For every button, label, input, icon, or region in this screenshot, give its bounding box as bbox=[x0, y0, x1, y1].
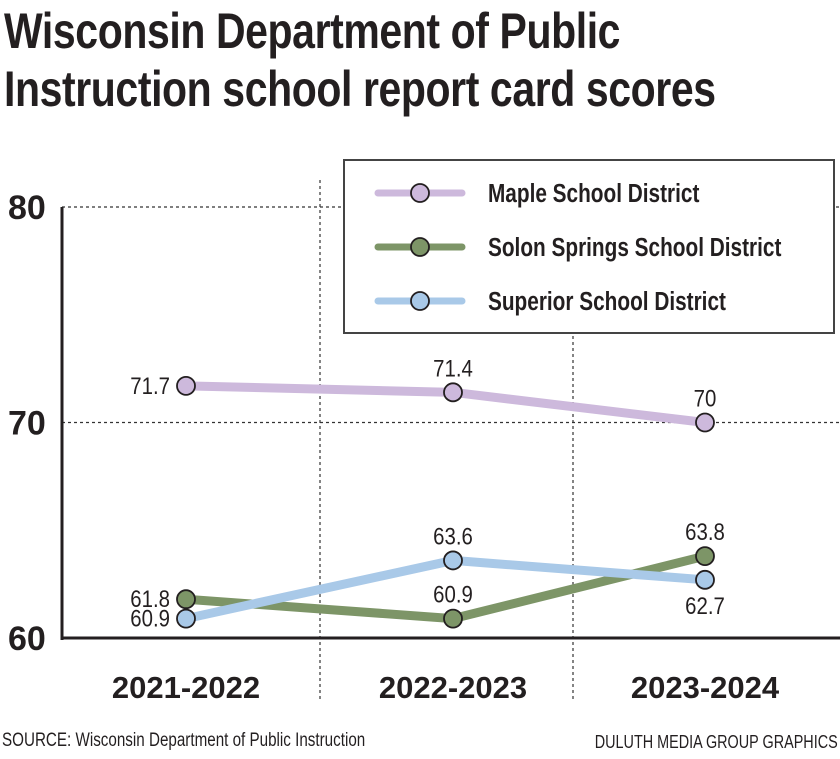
y-tick-label: 80 bbox=[8, 189, 46, 227]
x-tick-label: 2021-2022 bbox=[112, 670, 260, 705]
data-label: 61.8 bbox=[130, 586, 170, 613]
data-point bbox=[695, 569, 715, 590]
y-tick-label: 60 bbox=[8, 620, 46, 658]
legend-label: Superior School District bbox=[488, 287, 726, 316]
data-label: 63.6 bbox=[433, 523, 473, 550]
data-label: 62.7 bbox=[685, 592, 725, 619]
data-point bbox=[695, 546, 715, 567]
source-note: SOURCE: Wisconsin Department of Public I… bbox=[2, 730, 366, 751]
credit-note: DULUTH MEDIA GROUP GRAPHICS bbox=[595, 732, 838, 752]
title-line-1: Wisconsin Department of Public bbox=[4, 3, 621, 59]
legend-swatch-marker bbox=[410, 183, 430, 203]
data-point bbox=[176, 608, 196, 629]
data-point bbox=[443, 550, 463, 571]
data-point bbox=[443, 608, 463, 629]
data-label: 71.7 bbox=[130, 372, 170, 399]
title-line-2: Instruction school report card scores bbox=[4, 61, 716, 117]
data-point bbox=[695, 412, 715, 433]
data-label: 71.4 bbox=[433, 355, 473, 382]
legend-swatch-marker bbox=[410, 291, 430, 311]
x-tick-label: 2023-2024 bbox=[631, 670, 780, 705]
data-label: 70 bbox=[694, 385, 717, 412]
x-tick-label: 2022-2023 bbox=[379, 670, 527, 705]
data-point bbox=[443, 382, 463, 403]
chart-title: Wisconsin Department of Public Instructi… bbox=[4, 2, 716, 118]
legend-swatch-marker bbox=[410, 237, 430, 257]
data-label: 60.9 bbox=[130, 605, 170, 632]
data-point bbox=[176, 589, 196, 610]
data-label: 60.9 bbox=[433, 581, 473, 608]
data-label: 63.8 bbox=[685, 519, 725, 546]
data-point bbox=[176, 375, 196, 396]
y-tick-label: 70 bbox=[8, 405, 46, 443]
legend-label: Solon Springs School District bbox=[488, 233, 782, 262]
legend-label: Maple School District bbox=[488, 179, 700, 208]
